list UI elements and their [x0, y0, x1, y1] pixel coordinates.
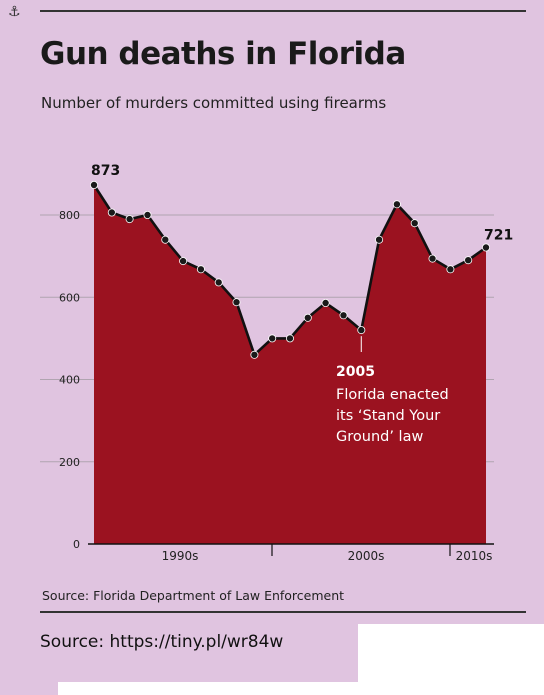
x-tick-label-1990s: 1990s — [162, 549, 199, 563]
data-point-18 — [410, 219, 419, 228]
area-layer — [94, 185, 486, 544]
data-point-21 — [464, 256, 473, 265]
chart-title: Gun deaths in Florida — [40, 36, 406, 72]
top-divider — [40, 10, 526, 12]
data-label-first: 873 — [91, 163, 120, 179]
y-tick-label-600: 600 — [59, 291, 80, 304]
data-point-16 — [375, 235, 384, 244]
data-point-9 — [250, 350, 259, 359]
data-point-8 — [232, 298, 241, 307]
axis-layer: 0 200 400 600 800 1990s 2000s 2010s — [59, 209, 494, 563]
label-layer: 873 721 2005 Florida enacted its ‘Stand Your… — [91, 163, 513, 445]
white-strip — [58, 682, 358, 695]
data-point-14 — [339, 311, 348, 320]
data-point-6 — [196, 265, 205, 274]
y-tick-label-400: 400 — [59, 374, 80, 387]
point-layer — [90, 180, 490, 359]
data-point-1 — [107, 208, 116, 217]
data-point-11 — [285, 334, 294, 343]
data-point-20 — [446, 265, 455, 274]
annotation-year: 2005 — [336, 364, 375, 380]
x-tick-label-2000s: 2000s — [348, 549, 385, 563]
data-point-17 — [392, 200, 401, 209]
data-point-3 — [143, 210, 152, 219]
data-point-7 — [214, 278, 223, 287]
bottom-divider — [40, 611, 526, 613]
data-point-15 — [357, 326, 366, 335]
data-label-last: 721 — [484, 227, 513, 243]
data-point-0 — [90, 180, 99, 189]
data-point-5 — [179, 257, 188, 266]
y-tick-label-0: 0 — [73, 538, 80, 551]
white-panel — [358, 624, 544, 695]
source-note: Source: Florida Department of Law Enforc… — [42, 588, 345, 603]
data-point-19 — [428, 254, 437, 263]
x-tick-label-2010s: 2010s — [456, 549, 493, 563]
data-point-4 — [161, 235, 170, 244]
chart-plot: 0 200 400 600 800 1990s 2000s 2010s 873 721 2005 F… — [40, 163, 513, 563]
area-fill — [94, 185, 486, 544]
y-tick-label-200: 200 — [59, 456, 80, 469]
chart-subtitle: Number of murders committed using firear… — [41, 94, 387, 112]
data-point-2 — [125, 215, 134, 224]
data-point-10 — [268, 334, 277, 343]
data-point-13 — [321, 298, 330, 307]
y-tick-label-800: 800 — [59, 209, 80, 222]
annotation-line-2: Ground’ law — [336, 429, 423, 445]
annotation-line-0: Florida enacted — [336, 387, 449, 403]
data-point-22 — [481, 243, 490, 252]
anchor-icon: ⚓ — [8, 4, 21, 20]
annotation-line-1: its ‘Stand Your — [336, 408, 440, 424]
credit-link-text: Source: https://tiny.pl/wr84w — [40, 632, 284, 652]
data-point-12 — [303, 313, 312, 322]
